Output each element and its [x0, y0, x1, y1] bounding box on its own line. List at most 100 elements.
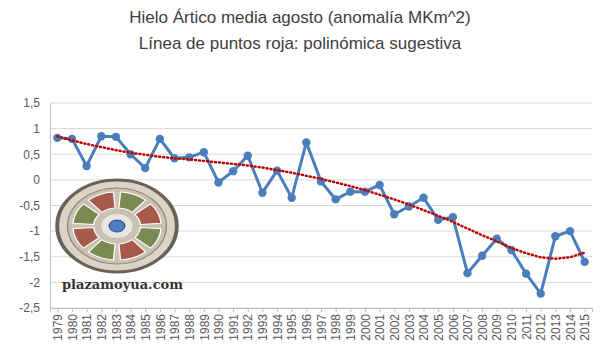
- x-tick-label: 1994: [271, 314, 285, 341]
- x-tick: 1993: [256, 308, 270, 341]
- x-tick-mark: [453, 308, 454, 312]
- x-tick-label: 2005: [432, 314, 446, 341]
- y-axis-line: [50, 104, 51, 309]
- x-tick: 2000: [359, 308, 373, 341]
- x-axis: 1979198019811982198319841985198619871988…: [51, 308, 593, 341]
- x-tick-mark: [306, 308, 307, 312]
- marks: [53, 132, 589, 298]
- x-tick-mark: [511, 308, 512, 312]
- x-tick: 1990: [212, 308, 226, 341]
- x-axis-line: [51, 309, 593, 313]
- y-tick: 0,5: [23, 148, 50, 162]
- x-tick-mark: [555, 308, 556, 312]
- grid: [50, 103, 592, 308]
- point: [375, 181, 383, 189]
- x-tick: 1999: [344, 308, 358, 341]
- point: [390, 210, 398, 218]
- y-tick-label: 0: [33, 173, 40, 187]
- x-tick-mark: [321, 308, 322, 312]
- subtitle: Línea de puntos roja: polinómica sugesti…: [139, 34, 462, 53]
- x-tick-mark: [409, 308, 410, 312]
- x-tick-mark: [424, 308, 425, 312]
- x-tick: 2001: [373, 308, 387, 341]
- x-tick-label: 2007: [461, 314, 475, 341]
- x-tick-label: 2014: [564, 314, 578, 341]
- x-tick-mark: [57, 308, 58, 312]
- x-tick: 2006: [447, 308, 461, 341]
- grid-line: [50, 128, 592, 129]
- x-tick-mark: [116, 308, 117, 312]
- x-tick: 1992: [241, 308, 255, 341]
- x-tick-label: 1996: [300, 314, 314, 341]
- x-tick: 1989: [198, 308, 212, 341]
- x-tick-mark: [218, 308, 219, 312]
- x-tick-label: 1992: [241, 314, 255, 341]
- x-tick-mark: [233, 308, 234, 312]
- x-tick: 2008: [476, 308, 490, 341]
- series-line: [57, 136, 584, 293]
- x-tick-label: 1985: [139, 314, 153, 341]
- x-tick-label: 1997: [315, 314, 329, 341]
- x-tick: 2005: [432, 308, 446, 341]
- x-tick: 2013: [549, 308, 563, 341]
- y-tick-label: -2: [29, 276, 40, 290]
- x-tick-mark: [277, 308, 278, 312]
- x-tick: 1984: [124, 308, 138, 341]
- x-tick: 2015: [578, 308, 592, 341]
- logo-segment: [88, 192, 115, 212]
- x-tick-mark: [380, 308, 381, 312]
- x-tick-label: 1979: [51, 314, 65, 341]
- point: [302, 138, 310, 146]
- x-tick: 1987: [168, 308, 182, 341]
- x-tick-mark: [482, 308, 483, 312]
- x-tick: 1997: [315, 308, 329, 341]
- point: [258, 188, 266, 196]
- y-tick: 1: [33, 122, 50, 136]
- x-tick: 1986: [154, 308, 168, 341]
- x-tick: 2007: [461, 308, 475, 341]
- x-tick-mark: [175, 308, 176, 312]
- x-tick-label: 1991: [227, 314, 241, 341]
- x-tick-mark: [467, 308, 468, 312]
- x-tick-mark: [585, 308, 586, 312]
- x-tick: 1988: [183, 308, 197, 341]
- x-tick: 2011: [520, 308, 534, 340]
- x-tick-mark: [248, 308, 249, 312]
- point: [200, 148, 208, 156]
- y-tick-label: 1,5: [23, 96, 40, 110]
- x-tick-mark: [497, 308, 498, 312]
- point: [346, 187, 354, 195]
- x-tick-mark: [101, 308, 102, 312]
- point: [551, 232, 559, 240]
- x-tick-mark: [160, 308, 161, 312]
- x-tick: 1981: [80, 308, 94, 341]
- logo: [57, 180, 177, 272]
- x-tick-label: 2015: [578, 314, 592, 341]
- x-tick-label: 2006: [447, 314, 461, 341]
- grid-line: [50, 103, 592, 104]
- x-tick-mark: [292, 308, 293, 312]
- x-tick-label: 2003: [403, 314, 417, 341]
- x-tick-label: 2000: [359, 314, 373, 341]
- chart: Hielo Ártico media agosto (anomalía MKm^…: [0, 0, 600, 361]
- x-tick: 1983: [110, 308, 124, 341]
- logo-center: [101, 214, 132, 238]
- y-tick: -2: [29, 276, 50, 290]
- x-tick-mark: [438, 308, 439, 312]
- x-tick-label: 2013: [549, 314, 563, 341]
- point: [478, 252, 486, 260]
- x-tick: 1979: [51, 308, 65, 341]
- point: [580, 258, 588, 266]
- x-tick: 1996: [300, 308, 314, 341]
- x-tick-mark: [204, 308, 205, 312]
- x-tick-mark: [189, 308, 190, 312]
- point: [229, 167, 237, 175]
- y-tick-label: -0,5: [19, 199, 40, 213]
- y-tick-label: 0,5: [23, 148, 40, 162]
- x-tick: 2003: [403, 308, 417, 341]
- x-tick: 1995: [285, 308, 299, 341]
- x-tick-label: 1986: [154, 314, 168, 341]
- y-tick-label: -2,5: [19, 301, 40, 315]
- x-tick-label: 1998: [329, 314, 343, 341]
- annotation: plazamoyua.com: [62, 277, 183, 292]
